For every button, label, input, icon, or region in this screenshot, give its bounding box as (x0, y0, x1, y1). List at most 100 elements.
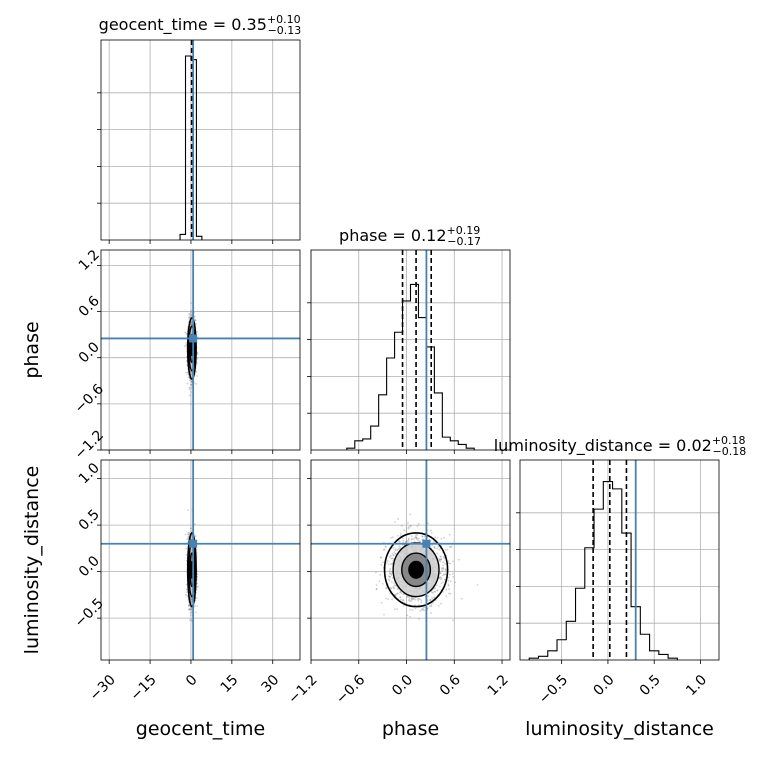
sample-point (187, 536, 190, 538)
density-contour (186, 317, 197, 380)
sample-point (190, 608, 192, 611)
sample-point (389, 576, 391, 578)
sample-point (448, 588, 450, 591)
x-tick-label: −0.6 (333, 672, 368, 707)
sample-point (417, 597, 420, 600)
x-tick-label: 0.0 (591, 672, 618, 699)
x-tick-label: 0.0 (389, 672, 416, 699)
sample-point (405, 541, 408, 544)
sample-point (429, 599, 431, 602)
sample-point (394, 593, 397, 596)
x-axis-label: luminosity_distance (525, 718, 714, 740)
sample-point (430, 612, 433, 614)
sample-point (187, 373, 190, 375)
sample-point (442, 561, 444, 564)
sample-point (434, 586, 436, 589)
sample-point (381, 583, 384, 585)
sample-point (190, 371, 193, 373)
sample-point (410, 538, 413, 541)
sample-point (184, 331, 187, 334)
x-tick-label: 0.6 (437, 672, 464, 699)
sample-point (190, 527, 192, 530)
sample-point (411, 609, 414, 611)
sample-point (415, 533, 417, 536)
sample-point (408, 596, 411, 599)
sample-point (394, 548, 397, 551)
sample-point (406, 539, 409, 542)
sample-point (375, 571, 377, 574)
sample-point (392, 587, 395, 590)
sample-point (190, 323, 193, 325)
sample-point (194, 604, 197, 607)
histogram-phase: phase = 0.12+0.19 −0.17 (307, 224, 511, 454)
sample-point (189, 316, 192, 319)
sample-point (185, 344, 188, 346)
sample-point (186, 371, 189, 374)
sample-point (420, 601, 423, 604)
sample-point (445, 595, 448, 598)
panel-title-phase: phase = 0.12+0.19 −0.17 (339, 224, 481, 248)
sample-point (190, 311, 192, 314)
y-axis-label: phase (21, 321, 43, 378)
sample-point (398, 547, 400, 550)
sample-point (185, 342, 188, 344)
sample-point (388, 569, 391, 572)
sample-point (436, 547, 438, 550)
sample-point (446, 548, 449, 551)
x-tick-label: −30 (87, 672, 119, 704)
sample-point (189, 394, 191, 397)
sample-point (417, 604, 420, 606)
sample-point (188, 533, 191, 536)
sample-point (402, 599, 404, 602)
sample-point (407, 540, 410, 543)
sample-point (440, 558, 442, 561)
sample-point (405, 530, 407, 532)
sample-point (411, 597, 414, 600)
sample-point (391, 552, 394, 555)
sample-point (416, 538, 419, 541)
sample-point (442, 591, 444, 593)
sample-point (399, 541, 401, 543)
sample-point (401, 525, 403, 527)
sample-point (190, 601, 193, 604)
sample-point (417, 523, 420, 525)
y-tick-label: −0.5 (72, 596, 107, 631)
sample-point (186, 594, 188, 597)
sample-point (391, 598, 393, 601)
sample-point (407, 595, 410, 598)
sample-point (392, 586, 395, 588)
sample-point (441, 568, 443, 570)
sample-point (429, 598, 432, 601)
sample-point (438, 558, 440, 560)
sample-point (398, 545, 401, 548)
sample-point (383, 613, 385, 616)
sample-point (416, 525, 419, 527)
panel-frame (100, 459, 301, 661)
sample-point (476, 584, 479, 586)
sample-point (439, 576, 442, 579)
sample-point (390, 557, 393, 560)
sample-point (400, 598, 403, 601)
x-tick-label: 0.5 (637, 672, 664, 699)
sample-point (407, 538, 410, 541)
sample-point (196, 353, 199, 355)
sample-point (409, 615, 411, 618)
sample-point (196, 362, 198, 365)
y-tick-label: −1.2 (72, 427, 107, 462)
sample-point (190, 321, 193, 324)
sample-point (189, 611, 192, 614)
sample-point (190, 373, 193, 376)
sample-point (195, 611, 198, 614)
title-label: geocent_time = 0.35 (99, 15, 267, 35)
sample-point (423, 609, 426, 612)
panel-frame (100, 249, 301, 451)
panel-title-luminosity_distance: luminosity_distance = 0.02+0.18 −0.18 (494, 434, 747, 458)
truth-marker (422, 539, 431, 548)
sample-point (384, 546, 387, 548)
sample-point (433, 545, 436, 548)
y-tick-label: 1.0 (76, 460, 103, 487)
sample-point (185, 554, 188, 556)
sample-point (391, 562, 394, 565)
sample-point (402, 593, 405, 595)
sample-point (190, 527, 193, 530)
